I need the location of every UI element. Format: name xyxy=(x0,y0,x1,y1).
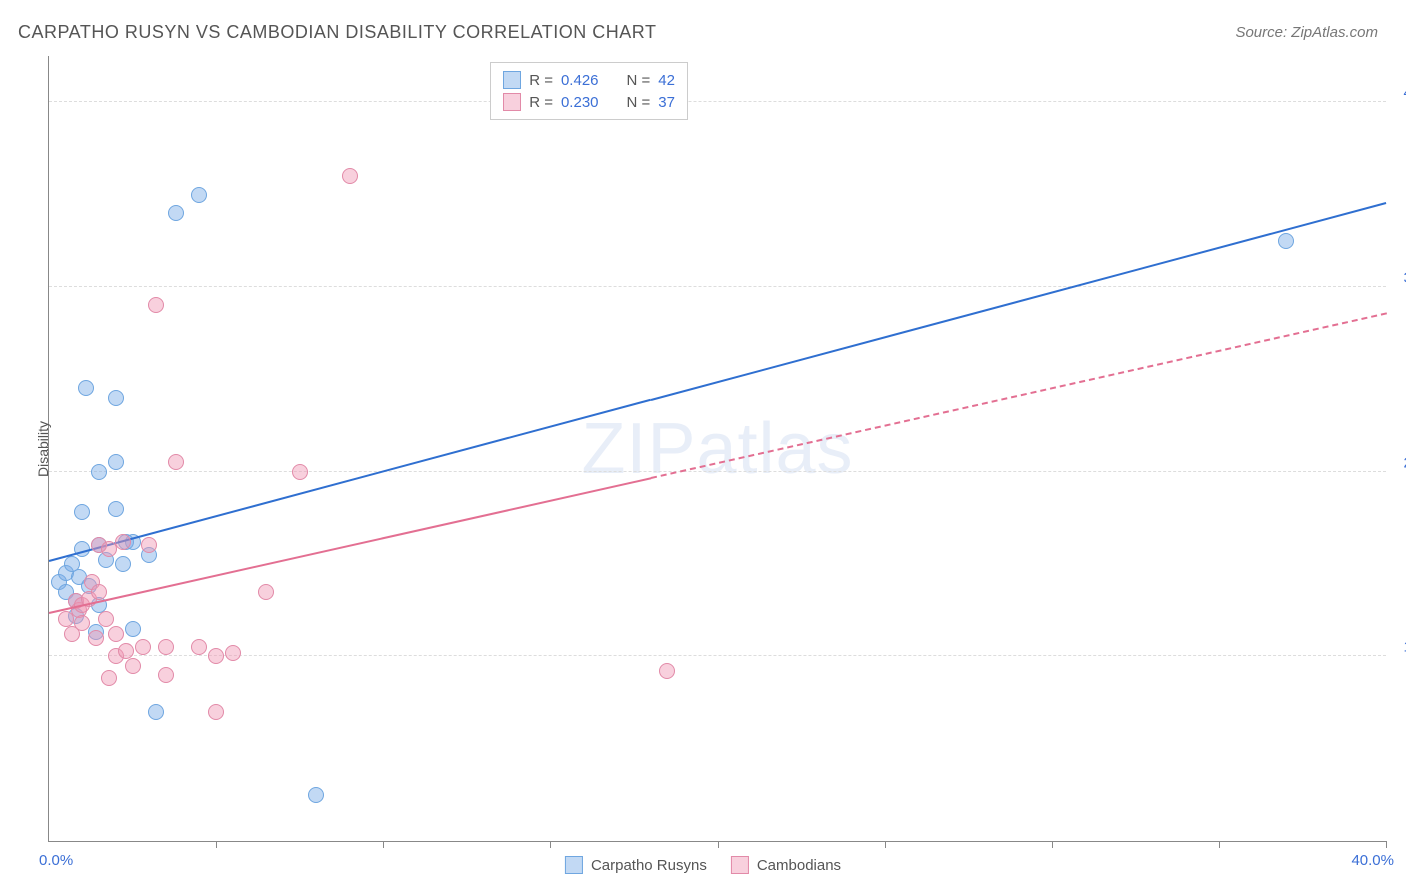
scatter-point-cambodian xyxy=(108,626,124,642)
r-label: R = xyxy=(529,94,553,111)
scatter-point-cambodian xyxy=(659,663,675,679)
n-label: N = xyxy=(627,94,651,111)
legend-item: Cambodians xyxy=(731,856,841,874)
x-tick xyxy=(1219,841,1220,848)
x-tick xyxy=(550,841,551,848)
x-tick xyxy=(885,841,886,848)
scatter-point-carpatho xyxy=(191,187,207,203)
n-label: N = xyxy=(627,72,651,89)
scatter-point-cambodian xyxy=(125,658,141,674)
legend-top: R = 0.426 N = 42 R = 0.230 N = 37 xyxy=(490,62,688,120)
r-value: 0.426 xyxy=(561,72,599,89)
scatter-point-cambodian xyxy=(141,537,157,553)
scatter-point-cambodian xyxy=(208,704,224,720)
y-axis-title: Disability xyxy=(35,420,51,476)
scatter-point-carpatho xyxy=(91,464,107,480)
scatter-point-carpatho xyxy=(115,556,131,572)
r-label: R = xyxy=(529,72,553,89)
plot-area: ZIPatlas Disability 0.0% 40.0% 10.0%20.0… xyxy=(48,56,1386,842)
scatter-point-cambodian xyxy=(292,464,308,480)
scatter-point-cambodian xyxy=(88,630,104,646)
scatter-point-carpatho xyxy=(1278,233,1294,249)
x-tick xyxy=(1052,841,1053,848)
scatter-point-carpatho xyxy=(108,501,124,517)
legend-bottom: Carpatho Rusyns Cambodians xyxy=(565,856,841,874)
scatter-point-carpatho xyxy=(108,454,124,470)
scatter-point-cambodian xyxy=(168,454,184,470)
scatter-point-cambodian xyxy=(158,639,174,655)
scatter-point-cambodian xyxy=(135,639,151,655)
legend-label: Carpatho Rusyns xyxy=(591,857,707,874)
scatter-point-cambodian xyxy=(98,611,114,627)
scatter-point-cambodian xyxy=(258,584,274,600)
watermark: ZIPatlas xyxy=(581,408,853,490)
gridline xyxy=(49,655,1386,656)
scatter-point-carpatho xyxy=(74,504,90,520)
legend-swatch xyxy=(503,93,521,111)
scatter-point-cambodian xyxy=(148,297,164,313)
chart-title: CARPATHO RUSYN VS CAMBODIAN DISABILITY C… xyxy=(18,22,656,43)
legend-item: Carpatho Rusyns xyxy=(565,856,707,874)
x-axis-max-label: 40.0% xyxy=(1351,852,1394,869)
scatter-point-carpatho xyxy=(308,787,324,803)
scatter-point-cambodian xyxy=(158,667,174,683)
scatter-point-cambodian xyxy=(115,534,131,550)
trend-line xyxy=(650,313,1386,480)
scatter-point-cambodian xyxy=(342,168,358,184)
scatter-point-cambodian xyxy=(118,643,134,659)
scatter-point-cambodian xyxy=(91,584,107,600)
n-value: 42 xyxy=(658,72,675,89)
x-tick xyxy=(383,841,384,848)
x-tick xyxy=(718,841,719,848)
legend-swatch xyxy=(565,856,583,874)
gridline xyxy=(49,286,1386,287)
scatter-point-cambodian xyxy=(225,645,241,661)
trend-line xyxy=(650,202,1386,401)
scatter-point-carpatho xyxy=(125,621,141,637)
x-tick xyxy=(1386,841,1387,848)
trend-line xyxy=(49,399,651,562)
scatter-point-cambodian xyxy=(101,670,117,686)
scatter-point-carpatho xyxy=(148,704,164,720)
legend-row: R = 0.426 N = 42 xyxy=(503,69,675,91)
scatter-point-cambodian xyxy=(74,615,90,631)
r-value: 0.230 xyxy=(561,94,599,111)
scatter-point-cambodian xyxy=(208,648,224,664)
gridline xyxy=(49,101,1386,102)
n-value: 37 xyxy=(658,94,675,111)
x-axis-origin-label: 0.0% xyxy=(39,852,73,869)
scatter-point-cambodian xyxy=(191,639,207,655)
x-tick xyxy=(216,841,217,848)
scatter-point-carpatho xyxy=(168,205,184,221)
scatter-point-carpatho xyxy=(78,380,94,396)
legend-swatch xyxy=(731,856,749,874)
legend-swatch xyxy=(503,71,521,89)
legend-label: Cambodians xyxy=(757,857,841,874)
gridline xyxy=(49,471,1386,472)
source-label: Source: ZipAtlas.com xyxy=(1235,24,1378,41)
legend-row: R = 0.230 N = 37 xyxy=(503,91,675,113)
scatter-point-carpatho xyxy=(108,390,124,406)
